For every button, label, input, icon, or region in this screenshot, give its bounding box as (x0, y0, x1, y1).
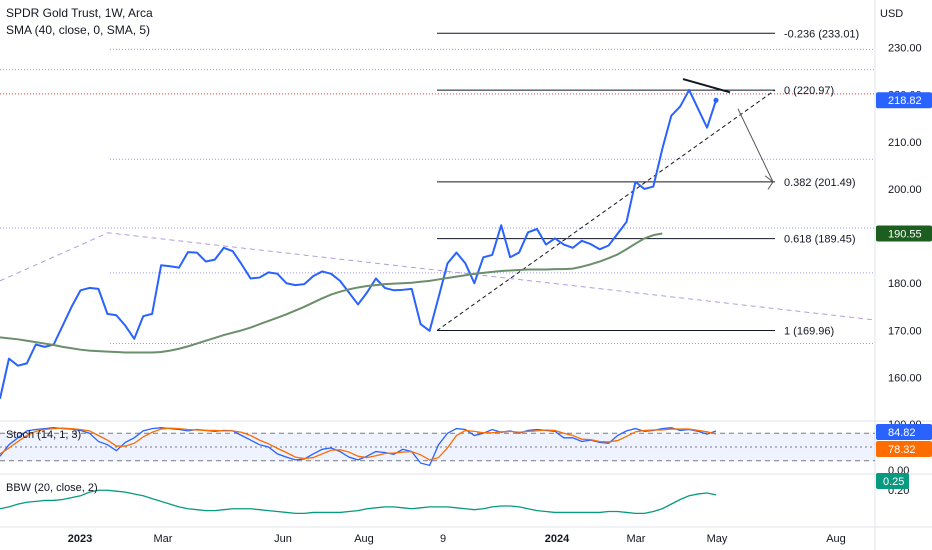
time-tick-label: Aug (354, 533, 374, 545)
price-tick-label: 210.00 (888, 137, 922, 149)
price-tick-label: 160.00 (888, 373, 922, 385)
price-tick-label: 230.00 (888, 43, 922, 55)
price-pane: -0.236 (233.01) 0 (220.97) 0.382 (201.49) 0… (0, 28, 876, 399)
time-tick-label: Aug (826, 533, 846, 545)
time-tick-label: Mar (627, 533, 646, 545)
fib-level-label: 0 (220.97) (784, 85, 834, 97)
currency-label[interactable]: USD (880, 8, 904, 20)
stoch-d-line[interactable] (0, 427, 717, 461)
stoch-badge-label: 84.82 (888, 427, 916, 439)
price-badge (876, 225, 932, 242)
stoch-k-line[interactable] (0, 427, 717, 467)
price-line[interactable] (0, 88, 717, 399)
stoch-badge (876, 424, 932, 440)
price-tick-label: 200.00 (888, 184, 922, 196)
time-tick-label: Mar (154, 533, 173, 545)
bbw-badge (876, 473, 909, 489)
sma-legend[interactable]: SMA (40, close, 0, SMA, 5) (6, 23, 151, 37)
bbw-legend[interactable]: BBW (20, close, 2) (6, 482, 98, 494)
stoch-legend[interactable]: Stoch (14, 1, 3) (6, 429, 82, 441)
fib-level-label: 0.382 (201.49) (784, 177, 856, 189)
bbw-line[interactable] (0, 489, 717, 515)
time-tick-label: May (707, 533, 728, 545)
price-badge (876, 92, 932, 109)
symbol-title[interactable]: SPDR Gold Trust, 1W, Arca (6, 6, 153, 20)
top-trend-line[interactable] (682, 78, 731, 94)
fib-level-label: 0.618 (189.45) (784, 234, 856, 246)
fib-trend-line[interactable] (436, 89, 776, 331)
sma-line[interactable] (0, 232, 663, 354)
fib-level-label: -0.236 (233.01) (784, 28, 859, 40)
stoch-badge (876, 441, 932, 457)
last-price-marker (713, 97, 719, 103)
price-tick-label: 170.00 (888, 325, 922, 337)
projection-arrow[interactable] (737, 108, 774, 183)
price-tick-label: 180.00 (888, 278, 922, 290)
stoch-badge-label: 78.32 (888, 444, 916, 456)
arrow-head-icon (764, 175, 774, 190)
bbw-pane (0, 489, 717, 515)
price-badge-label: 190.55 (888, 228, 922, 240)
axes: 230.00220.00210.00200.00190.00180.00170.… (68, 43, 932, 545)
time-tick-label: 2024 (545, 533, 570, 545)
time-tick-label: Jun (274, 533, 292, 545)
bbw-badge-label: 0.25 (883, 476, 904, 488)
price-badge-label: 218.82 (888, 95, 922, 107)
stoch-pane (0, 427, 875, 467)
trend-line[interactable] (0, 232, 876, 321)
time-tick-label: 2023 (68, 533, 92, 545)
fib-level-label: 1 (169.96) (784, 326, 834, 338)
time-tick-label: 9 (440, 533, 446, 545)
